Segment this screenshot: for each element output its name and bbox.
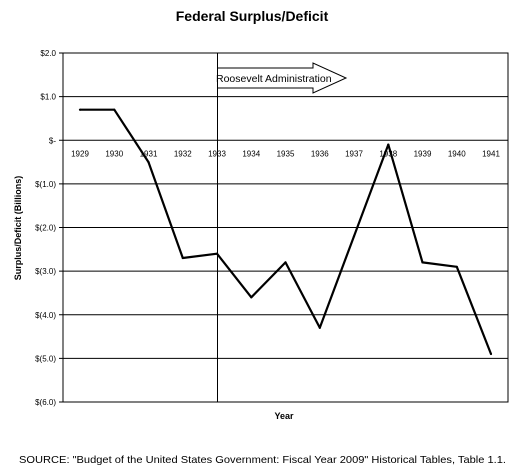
x-tick-label-7: 1936 xyxy=(311,149,329,158)
data-point-1936 xyxy=(318,326,321,329)
y-tick-label-7: $(5.0) xyxy=(35,354,56,363)
data-point-1941 xyxy=(489,352,493,356)
x-tick-label-6: 1935 xyxy=(277,149,295,158)
y-tick-label-8: $(6.0) xyxy=(35,398,56,407)
x-tick-label-5: 1934 xyxy=(242,149,260,158)
data-point-1932 xyxy=(181,256,184,260)
annotation-label: Roosevelt Administration xyxy=(216,73,332,85)
data-point-1930 xyxy=(113,108,116,111)
y-tick-label-6: $(4.0) xyxy=(35,311,56,320)
x-tick-label-9: 1938 xyxy=(379,149,397,158)
data-point-1929 xyxy=(78,108,82,111)
data-point-1937 xyxy=(352,235,356,238)
x-tick-label-3: 1932 xyxy=(174,149,192,158)
x-tick-label-8: 1937 xyxy=(345,149,363,158)
y-tick-label-0: $2.0 xyxy=(40,49,56,58)
y-tick-labels: $2.0 $1.0 $- $(1.0) $(2.0) $(3.0) $(4.0) $(5.0)… xyxy=(35,49,56,407)
x-tick-label-10: 1939 xyxy=(414,149,432,158)
x-tick-label-11: 1940 xyxy=(448,149,466,158)
x-tick-label-12: 1941 xyxy=(482,149,500,158)
y-tick-label-4: $(2.0) xyxy=(35,224,56,233)
data-point-1933 xyxy=(215,252,219,255)
x-tick-labels: 1929193019311932193319341935193619371938… xyxy=(71,149,500,158)
x-tick-label-2: 1931 xyxy=(140,149,158,158)
y-tick-label-1: $1.0 xyxy=(40,93,56,102)
y-axis-label: Surplus/Deficit (Billions) xyxy=(13,176,23,281)
data-point-1935 xyxy=(284,261,287,264)
y-tick-label-3: $(1.0) xyxy=(35,180,56,189)
arrow-icon xyxy=(217,62,348,94)
series-layer xyxy=(78,108,493,356)
annotation-arrow: Roosevelt Administration xyxy=(216,62,348,94)
y-tick-label-2: $- xyxy=(49,136,56,145)
x-tick-label-1: 1930 xyxy=(105,149,123,158)
data-point-1940 xyxy=(455,265,458,268)
data-point-1938 xyxy=(387,143,390,146)
gridlines xyxy=(59,52,508,403)
y-tick-label-5: $(3.0) xyxy=(35,267,56,276)
x-tick-label-0: 1929 xyxy=(71,149,89,158)
data-point-1939 xyxy=(421,261,424,264)
data-point-1934 xyxy=(250,296,253,299)
x-axis-label: Year xyxy=(274,411,294,421)
chart-title: Federal Surplus/Deficit xyxy=(176,8,329,24)
data-point-1931 xyxy=(147,161,150,164)
source-note: SOURCE: "Budget of the United States Gov… xyxy=(19,454,506,466)
